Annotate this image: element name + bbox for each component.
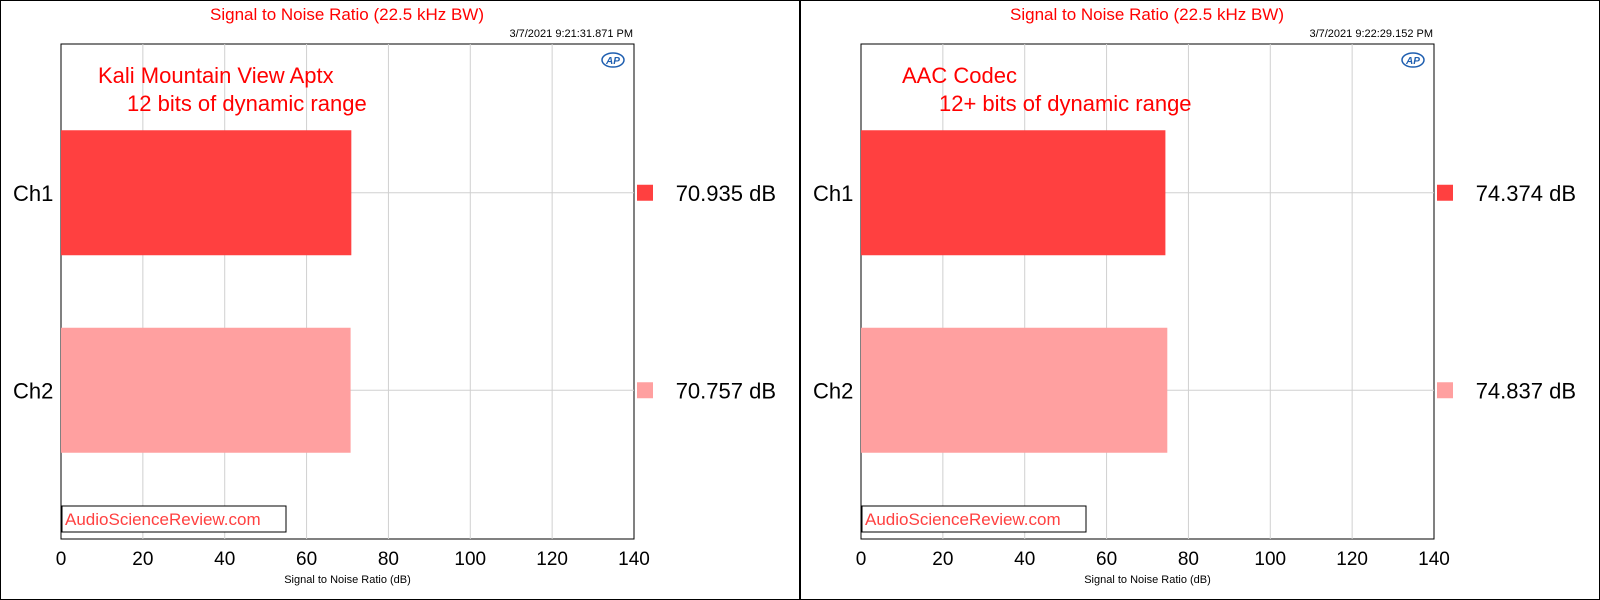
x-tick-label: 60 bbox=[1096, 549, 1117, 570]
watermark-text: AudioScienceReview.com bbox=[865, 510, 1061, 529]
annotation-line-1: Kali Mountain View Aptx bbox=[98, 63, 334, 88]
chart-panel-left: Signal to Noise Ratio (22.5 kHz BW) 3/7/2… bbox=[0, 0, 800, 600]
snr-bar-chart-right: Signal to Noise Ratio (22.5 kHz BW) 3/7/2… bbox=[813, 5, 1576, 586]
x-tick-label: 0 bbox=[856, 549, 867, 570]
x-tick-label: 140 bbox=[1418, 549, 1450, 570]
x-tick-label: 100 bbox=[454, 549, 486, 570]
x-axis-label: Signal to Noise Ratio (dB) bbox=[284, 574, 411, 586]
x-tick-label: 20 bbox=[132, 549, 153, 570]
watermark-text: AudioScienceReview.com bbox=[65, 510, 261, 529]
watermark-box bbox=[61, 505, 287, 533]
value-label-ch1: 70.935 dB bbox=[676, 181, 776, 206]
value-label-ch2: 70.757 dB bbox=[676, 378, 776, 403]
category-label-ch2: Ch2 bbox=[13, 378, 53, 403]
x-tick-label: 120 bbox=[536, 549, 568, 570]
ap-logo-ring bbox=[601, 52, 625, 68]
legend-swatch-ch2 bbox=[637, 382, 653, 399]
x-tick-label: 60 bbox=[296, 549, 317, 570]
chart-panel-right: Signal to Noise Ratio (22.5 kHz BW) 3/7/2… bbox=[800, 0, 1600, 600]
bar-ch2 bbox=[861, 327, 1168, 453]
ap-logo-text: AP bbox=[1405, 56, 1420, 67]
x-tick-label: 140 bbox=[618, 549, 650, 570]
bar-ch1 bbox=[61, 130, 352, 256]
x-axis-label: Signal to Noise Ratio (dB) bbox=[1084, 574, 1211, 586]
chart-title: Signal to Noise Ratio (22.5 kHz BW) bbox=[1010, 5, 1284, 24]
annotation-line-2: 12 bits of dynamic range bbox=[127, 91, 367, 116]
watermark-box bbox=[861, 505, 1087, 533]
x-tick-label: 40 bbox=[214, 549, 235, 570]
x-tick-label: 40 bbox=[1014, 549, 1035, 570]
value-label-ch1: 74.374 dB bbox=[1476, 181, 1576, 206]
category-label-ch1: Ch1 bbox=[13, 181, 53, 206]
chart-title: Signal to Noise Ratio (22.5 kHz BW) bbox=[210, 5, 484, 24]
bar-ch2 bbox=[61, 327, 351, 453]
legend-swatch-ch1 bbox=[1437, 184, 1453, 201]
x-tick-label: 120 bbox=[1336, 549, 1368, 570]
annotation-line-1: AAC Codec bbox=[902, 63, 1017, 88]
category-label-ch2: Ch2 bbox=[813, 378, 853, 403]
ap-logo-text: AP bbox=[605, 56, 620, 67]
legend-swatch-ch1 bbox=[637, 184, 653, 201]
chart-timestamp: 3/7/2021 9:21:31.871 PM bbox=[509, 28, 633, 40]
x-tick-label: 100 bbox=[1254, 549, 1286, 570]
plot-area-frame bbox=[60, 43, 635, 540]
plot-area-frame bbox=[860, 43, 1435, 540]
x-tick-label: 20 bbox=[932, 549, 953, 570]
annotation-line-2: 12+ bits of dynamic range bbox=[939, 91, 1192, 116]
x-tick-label: 0 bbox=[56, 549, 67, 570]
bar-ch1 bbox=[861, 130, 1166, 256]
snr-bar-chart-left: Signal to Noise Ratio (22.5 kHz BW) 3/7/2… bbox=[13, 5, 776, 586]
legend-swatch-ch2 bbox=[1437, 382, 1453, 399]
ap-logo-icon: AP bbox=[1401, 52, 1425, 68]
ap-logo-icon: AP bbox=[601, 52, 625, 68]
x-tick-label: 80 bbox=[1178, 549, 1199, 570]
ap-logo-ring bbox=[1401, 52, 1425, 68]
chart-timestamp: 3/7/2021 9:22:29.152 PM bbox=[1309, 28, 1433, 40]
category-label-ch1: Ch1 bbox=[813, 181, 853, 206]
x-tick-label: 80 bbox=[378, 549, 399, 570]
value-label-ch2: 74.837 dB bbox=[1476, 378, 1576, 403]
